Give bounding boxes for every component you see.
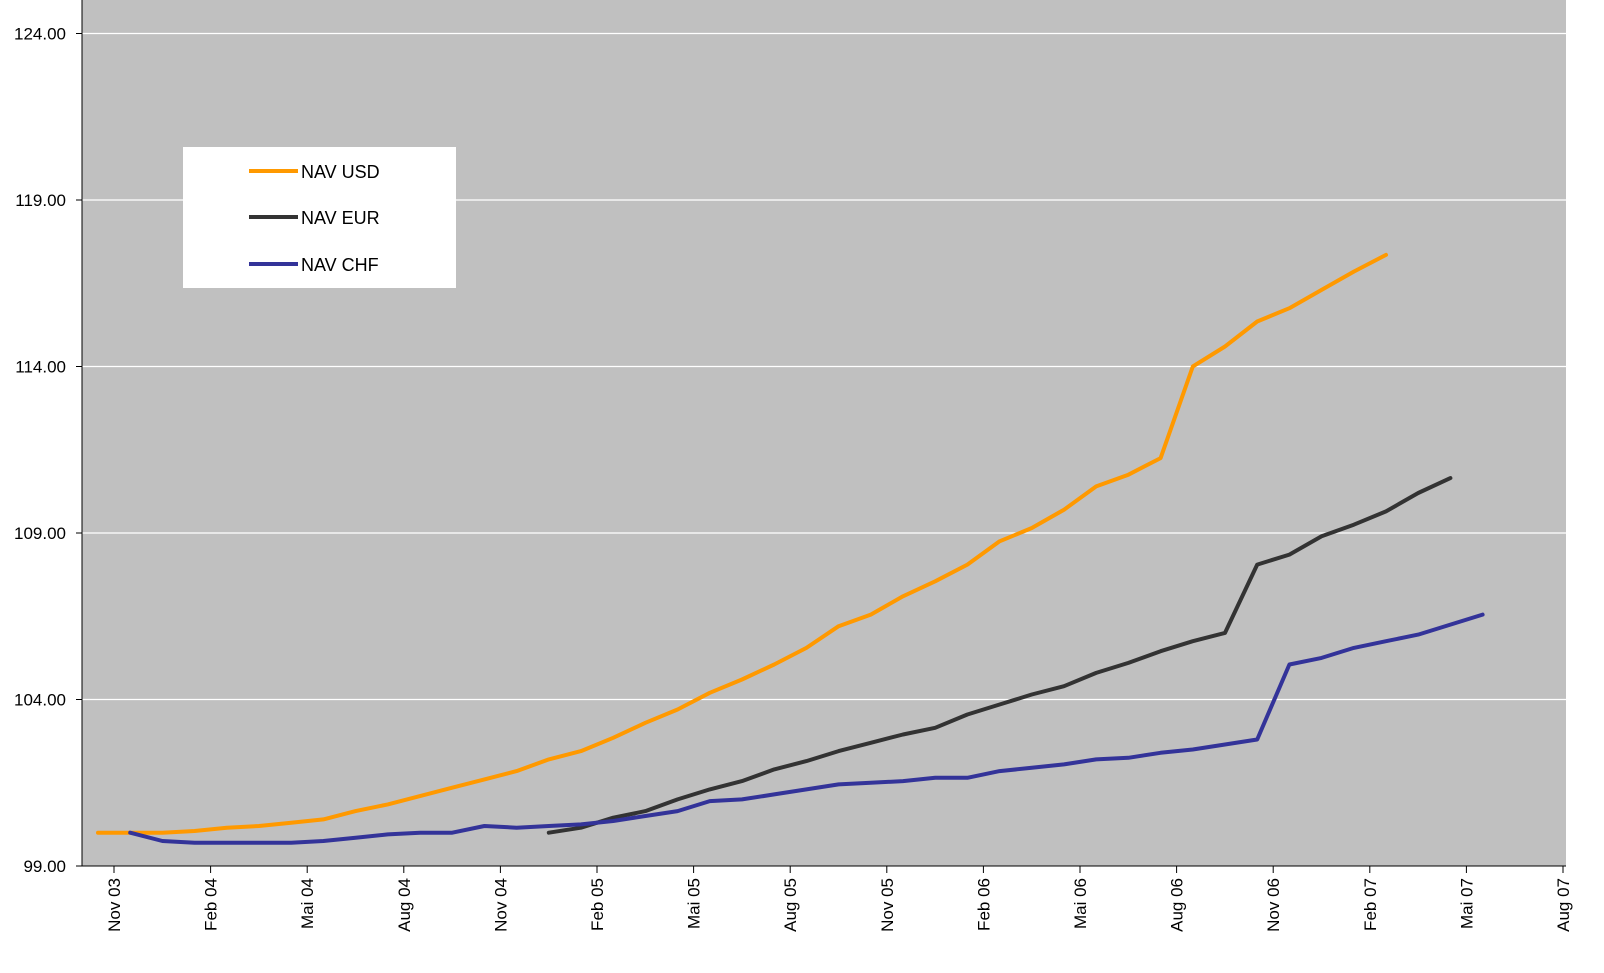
plot-area bbox=[82, 0, 1566, 866]
x-tick-label: Mai 07 bbox=[1457, 878, 1476, 929]
legend-label: NAV EUR bbox=[301, 208, 380, 228]
x-tick-label: Feb 04 bbox=[202, 878, 221, 931]
series-line-nav-usd bbox=[96, 252, 1388, 835]
legend-box bbox=[183, 147, 456, 288]
x-tick-label: Nov 03 bbox=[105, 878, 124, 932]
x-tick-label: Mai 06 bbox=[1071, 878, 1090, 929]
series-line-nav-eur bbox=[546, 476, 1453, 835]
y-tick-label: 114.00 bbox=[15, 358, 66, 377]
legend: NAV USD NAV EUR NAV CHF bbox=[183, 147, 456, 288]
legend-label: NAV USD bbox=[301, 162, 380, 182]
x-tick-label: Nov 05 bbox=[878, 878, 897, 932]
x-tick-label: Mai 05 bbox=[685, 878, 704, 929]
x-axis: Nov 03 Feb 04 Mai 04 Aug 04 Nov 04 Feb 05 Mai … bbox=[82, 865, 1573, 932]
x-tick-label: Nov 04 bbox=[491, 878, 510, 932]
y-tick-label: 119.00 bbox=[15, 191, 66, 210]
x-tick-label: Nov 06 bbox=[1264, 878, 1283, 932]
x-tick-label: Aug 06 bbox=[1168, 878, 1187, 932]
x-tick-label: Aug 07 bbox=[1554, 878, 1573, 932]
x-tick-label: Feb 05 bbox=[588, 878, 607, 931]
x-tick-label: Feb 06 bbox=[974, 878, 993, 931]
y-tick-label: 104.00 bbox=[14, 691, 66, 710]
y-tick-label: 109.00 bbox=[14, 524, 66, 543]
series-lines bbox=[96, 252, 1485, 845]
y-tick-label: 99.00 bbox=[23, 857, 66, 876]
x-tick-label: Aug 04 bbox=[395, 878, 414, 932]
y-tick-label: 124.00 bbox=[14, 25, 66, 44]
x-tick-label: Feb 07 bbox=[1361, 878, 1380, 931]
series-line-nav-chf bbox=[128, 612, 1485, 845]
x-tick-label: Mai 04 bbox=[298, 878, 317, 929]
y-axis: 99.00 104.00 109.00 114.00 119.00 124.00 bbox=[14, 0, 83, 876]
legend-label: NAV CHF bbox=[301, 255, 379, 275]
x-tick-label: Aug 05 bbox=[781, 878, 800, 932]
